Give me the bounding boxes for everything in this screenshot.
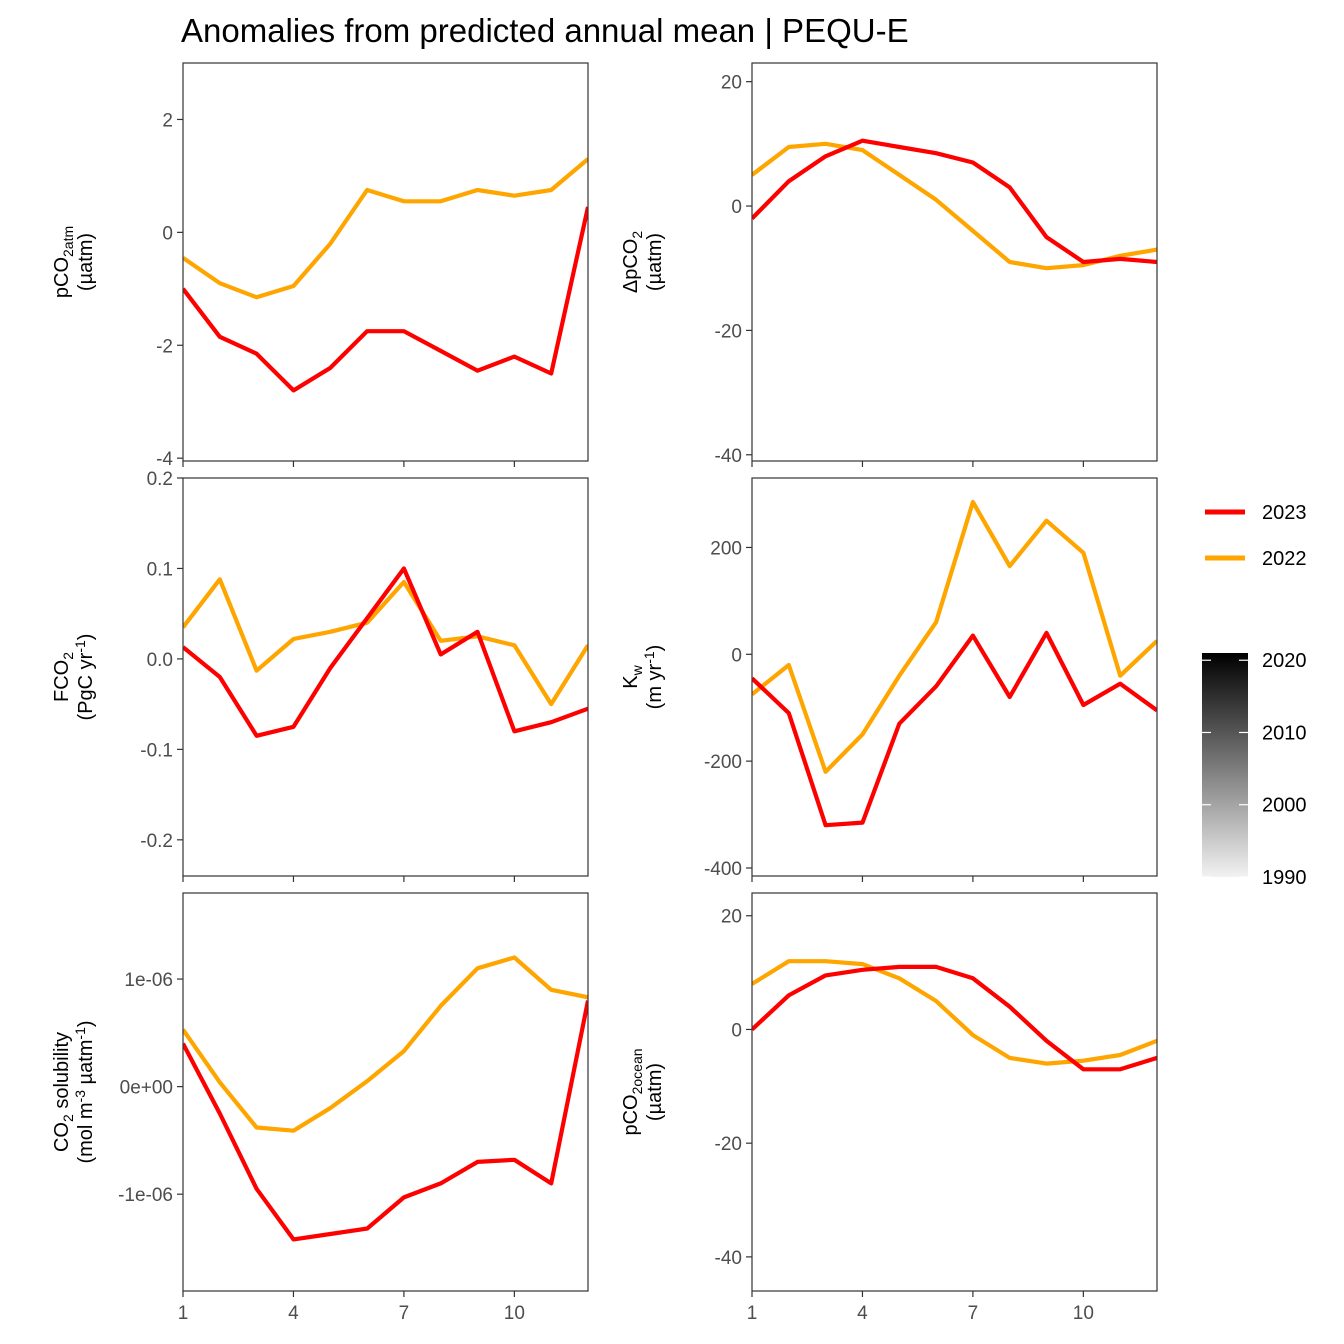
panel-border [182, 892, 589, 1292]
series-lines [752, 959, 1157, 1072]
panel-background [183, 478, 588, 876]
y-axis-label-line: (PgC yr-1​) [72, 634, 97, 721]
y-tick-label: 2 [162, 110, 173, 131]
y-tick-label: 0 [731, 197, 742, 218]
y-axis-label-line: (mol m-3​ µatm-1​) [72, 1020, 97, 1163]
y-tick-label: -2 [156, 336, 173, 357]
y-tick-label: -1e-06 [118, 1185, 173, 1206]
y-axis-label: CO2​ solubility(mol m-3​ µatm-1​) [51, 1020, 97, 1163]
colorbar-tick-label: 2010 [1262, 722, 1307, 744]
y-axis-label-line: Kw​ [620, 664, 645, 688]
y-axis-label-line: (µatm) [644, 1063, 666, 1121]
series-line-2023 [752, 964, 1157, 1072]
y-tick-label: 0.0 [147, 650, 173, 671]
panel-border [182, 477, 589, 877]
legend-label-2023: 2023 [1262, 502, 1307, 524]
y-tick-label: 0.2 [147, 469, 173, 490]
y-axis-label: pCO2​atm​(µatm) [51, 226, 97, 298]
y-axis-label-line: (µatm) [75, 233, 97, 291]
series-line-2023 [183, 206, 588, 393]
y-tick-label: 0 [731, 1020, 742, 1041]
x-tick-label: 7 [968, 1303, 979, 1324]
y-tick-label: -20 [715, 1134, 742, 1155]
x-tick-label: 1 [747, 1303, 758, 1324]
panel-background [183, 63, 588, 461]
series-lines [752, 138, 1157, 271]
panel-kw: 200 0 -200 -400 Kw​(m yr-1​) [620, 477, 1158, 882]
y-tick-label: 1e-06 [124, 970, 173, 991]
y-axis-label-line: (m yr-1​) [641, 645, 666, 710]
panel-border [751, 892, 1158, 1292]
series-line-2023 [183, 566, 588, 738]
y-axis-label-line: FCO2​ [51, 652, 76, 702]
x-tick-label: 1 [178, 1303, 189, 1324]
colorbar-ticks: 1990 2000 2010 2020 [1202, 650, 1307, 889]
y-tick-label: -0.1 [140, 740, 173, 761]
y-axis-label: ΔpCO2​(µatm) [620, 231, 666, 293]
y-tick-label: 0e+00 [120, 1078, 173, 1099]
y-axis-label-line: ΔpCO2​ [620, 231, 645, 293]
panel-co2-solubility: 1e-06 0e+00 -1e-06 1 4 7 10 CO2​ solubility(mol… [51, 892, 589, 1324]
y-axis-label: FCO2​(PgC yr-1​) [51, 634, 97, 721]
y-tick-label: 200 [710, 538, 742, 559]
series-line-2022 [183, 577, 588, 707]
series-lines [183, 157, 588, 393]
x-tick-label: 10 [1073, 1303, 1094, 1324]
y-tick-label: -40 [715, 446, 742, 467]
y-tick-label: 20 [721, 73, 742, 94]
y-tick-label: 0 [731, 645, 742, 666]
panel-border [751, 477, 1158, 877]
series-line-2022 [183, 955, 588, 1133]
y-tick-label: -40 [715, 1248, 742, 1269]
panel-background [752, 478, 1157, 876]
colorbar-tick-label: 1990 [1262, 867, 1307, 889]
y-tick-label: -200 [704, 752, 742, 773]
y-axis-label-line: (µatm) [644, 233, 666, 291]
series-line-2022 [183, 157, 588, 300]
legend-label-2022: 2022 [1262, 548, 1307, 570]
y-axis-label-line: pCO2​atm​ [51, 226, 76, 298]
y-tick-label: 20 [721, 907, 742, 928]
y-tick-label: -400 [704, 859, 742, 880]
series-line-2023 [752, 630, 1157, 828]
y-tick-label: -20 [715, 321, 742, 342]
panel-pco2-atm: 2 0 -2 -4 pCO2​atm​(µatm) [51, 62, 589, 470]
y-axis-label: Kw​(m yr-1​) [620, 645, 666, 710]
y-tick-label: 0.1 [147, 559, 173, 580]
x-tick-label: 4 [288, 1303, 299, 1324]
legend: 2023 2022 1990 2000 2010 2020 [1202, 502, 1307, 889]
series-lines [183, 566, 588, 738]
panel-delta-pco2: 20 0 -20 -40 ΔpCO2​(µatm) [620, 62, 1158, 467]
series-line-2023 [752, 138, 1157, 265]
panel-border [182, 62, 589, 462]
colorbar-tick-label: 2020 [1262, 650, 1307, 672]
series-lines [752, 499, 1157, 828]
panel-pco2-ocean: 20 0 -20 -40 1 4 7 10 pCO2​ocean​(µatm) [620, 892, 1158, 1324]
series-line-2022 [752, 499, 1157, 774]
y-tick-label: -4 [156, 449, 173, 470]
panel-fco2: 0.2 0.1 0.0 -0.1 -0.2 FCO2​(PgC yr-1​) [51, 469, 589, 882]
colorbar [1202, 653, 1248, 877]
series-line-2022 [752, 959, 1157, 1066]
y-tick-label: -0.2 [140, 831, 173, 852]
chart-title: Anomalies from predicted annual mean | P… [181, 12, 909, 49]
panel-background [183, 893, 588, 1291]
x-tick-label: 7 [399, 1303, 410, 1324]
series-lines [183, 955, 588, 1242]
y-axis-label: pCO2​ocean​(µatm) [620, 1048, 666, 1135]
panel-border [751, 62, 1158, 462]
y-tick-label: 0 [162, 223, 173, 244]
colorbar-tick-label: 2000 [1262, 795, 1307, 817]
x-tick-label: 4 [857, 1303, 868, 1324]
y-axis-label-line: CO2​ solubility [51, 1032, 76, 1152]
series-line-2023 [183, 1000, 588, 1242]
x-tick-label: 10 [504, 1303, 525, 1324]
panel-background [752, 893, 1157, 1291]
y-axis-label-line: pCO2​ocean​ [620, 1048, 645, 1135]
